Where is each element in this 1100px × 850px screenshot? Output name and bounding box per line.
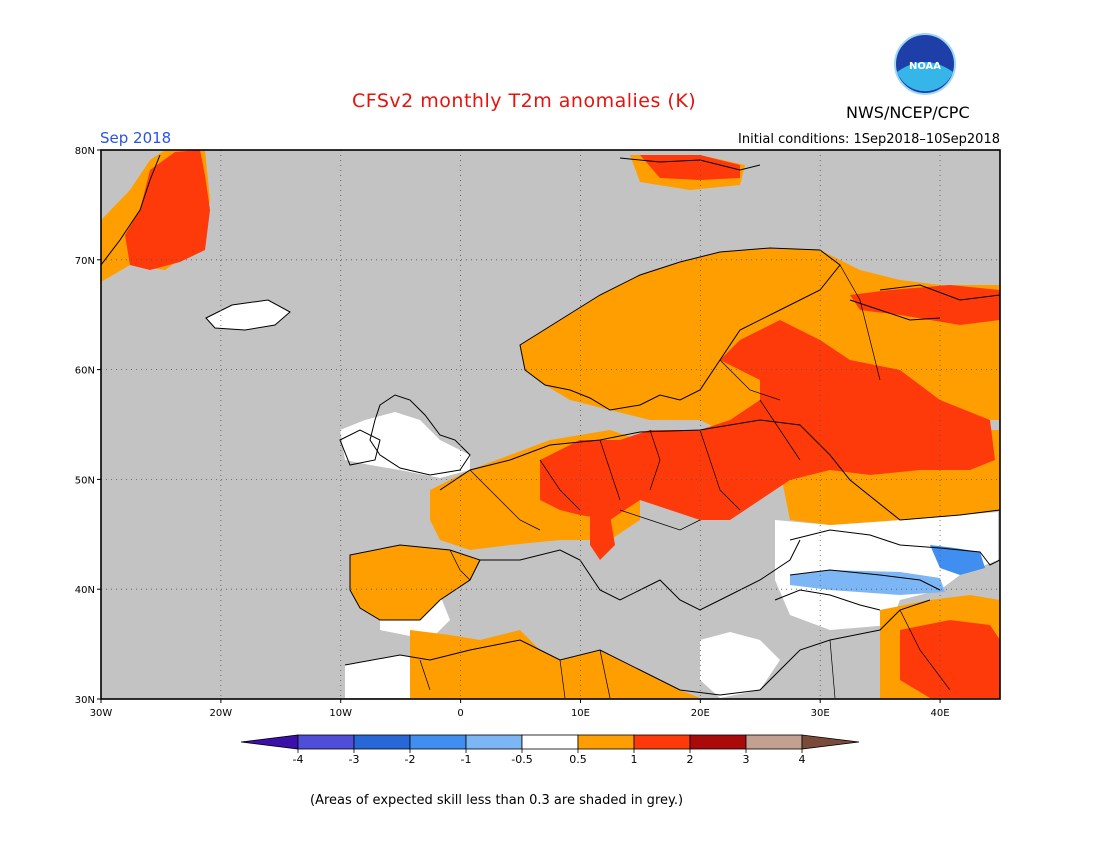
lat-tick-label: 40N <box>75 585 95 596</box>
lon-tick-label: 10W <box>329 708 352 719</box>
colorbar-bin <box>577 734 635 750</box>
coastlines <box>101 154 1000 696</box>
colorbar-bin <box>409 734 467 750</box>
colorbar-label: 4 <box>799 753 806 766</box>
colorbar-bin <box>633 734 691 750</box>
colorbar: -4 -3 -2 -1 -0.5 0.5 1 2 3 4 <box>240 734 860 766</box>
colorbar-bin <box>689 734 747 750</box>
anomaly-region-neutral-levant <box>700 632 780 698</box>
colorbar-bin <box>297 734 355 750</box>
colorbar-label: 1 <box>631 753 638 766</box>
forecast-month: Sep 2018 <box>100 129 172 147</box>
anomaly-region-blue-caucasus <box>930 545 985 575</box>
colorbar-label: 3 <box>743 753 750 766</box>
colorbar-bin <box>353 734 411 750</box>
lat-tick-label: 30N <box>75 695 95 706</box>
anomaly-region-neutral-turkey <box>775 512 998 630</box>
anomaly-region-red-balkans <box>590 515 615 560</box>
colorbar-bin <box>745 734 803 750</box>
lat-tick-label: 50N <box>75 475 95 486</box>
axis-ticks: 80N 70N 60N 50N 40N 30N 30W 20W 10W 0 10E 20E 30E 40E <box>75 146 950 719</box>
anomaly-region-red-russia-north <box>850 285 1000 325</box>
noaa-logo: NOAA <box>894 33 956 95</box>
lon-tick-label: 30W <box>90 708 113 719</box>
anomaly-region-light-blue-turkey <box>790 570 945 595</box>
lat-tick-label: 60N <box>75 366 95 377</box>
footnote: (Areas of expected skill less than 0.3 a… <box>310 793 684 808</box>
anomaly-region-red-middle-east <box>900 620 1000 698</box>
colorbar-bin <box>801 734 860 750</box>
colorbar-label: -3 <box>349 753 360 766</box>
lat-tick-label: 80N <box>75 146 95 157</box>
noaa-logo-text: NOAA <box>909 61 941 72</box>
colorbar-label: -2 <box>405 753 416 766</box>
lon-tick-label: 30E <box>811 708 830 719</box>
anomaly-region-orange-iberia <box>350 545 480 620</box>
colorbar-label: -1 <box>461 753 472 766</box>
national-borders <box>419 264 951 699</box>
colorbar-label: 2 <box>687 753 694 766</box>
colorbar-label: -0.5 <box>511 753 532 766</box>
lon-tick-label: 20E <box>691 708 710 719</box>
anomaly-region-red-greenland <box>125 150 210 270</box>
colorbar-bin <box>465 734 523 750</box>
lon-tick-label: 40E <box>931 708 950 719</box>
colorbar-bin <box>521 734 579 750</box>
map-frame <box>100 149 1001 700</box>
colorbar-label: -4 <box>293 753 304 766</box>
lat-tick-label: 70N <box>75 256 95 267</box>
lon-tick-label: 20W <box>210 708 233 719</box>
agency-label: NWS/NCEP/CPC <box>846 103 970 122</box>
lon-tick-label: 10E <box>571 708 590 719</box>
colorbar-bin <box>240 734 299 750</box>
lon-tick-label: 0 <box>457 708 463 719</box>
map-title: CFSv2 monthly T2m anomalies (K) <box>352 90 697 112</box>
colorbar-label: 0.5 <box>569 753 587 766</box>
initial-conditions: Initial conditions: 1Sep2018–10Sep2018 <box>738 132 1000 147</box>
